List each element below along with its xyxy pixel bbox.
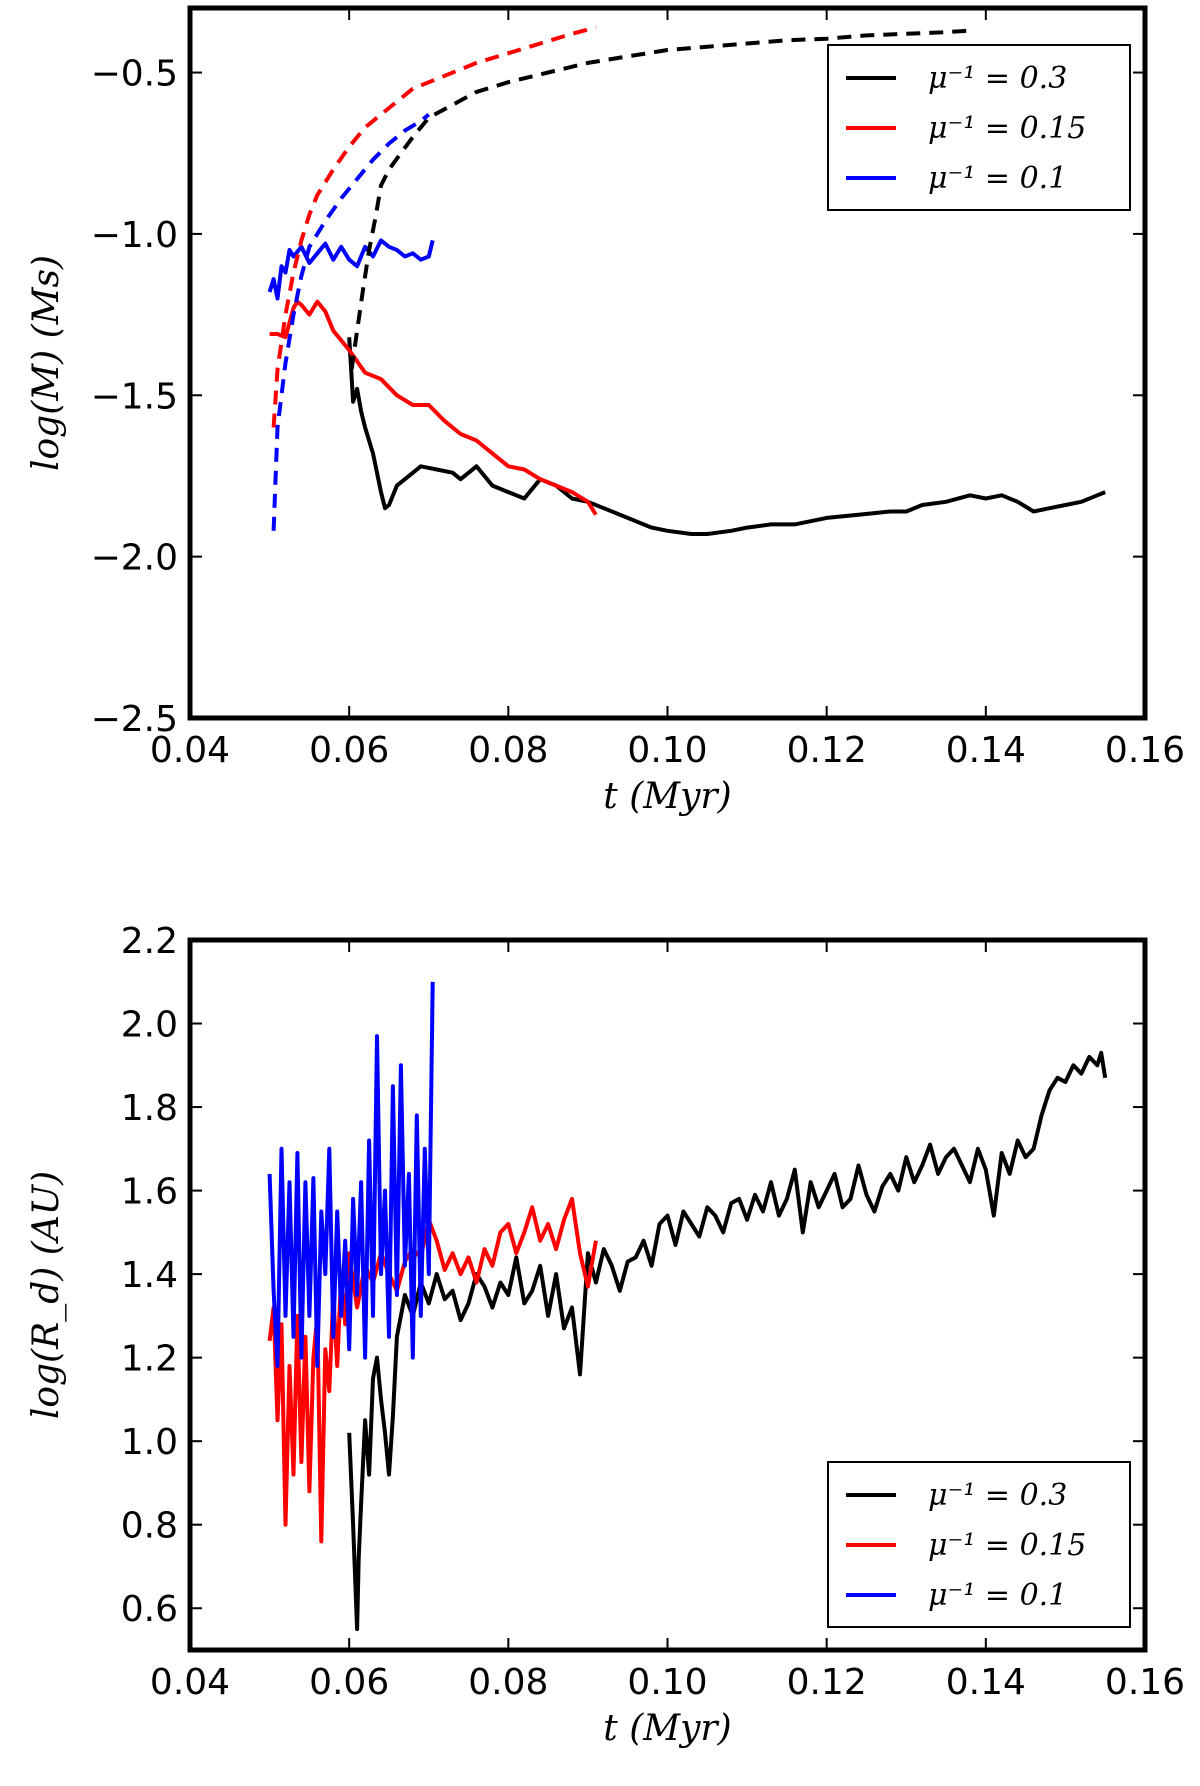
series-line-2	[267, 238, 435, 301]
legend-label: μ⁻¹ = 0.3	[928, 1478, 1067, 1513]
y-tick-label: −0.5	[91, 54, 178, 95]
top-y-axis-label: log(M) (Ms)	[26, 255, 67, 471]
y-tick-label: 1.8	[121, 1088, 178, 1129]
top-x-axis-label: t (Myr)	[603, 776, 731, 817]
series-line-dashed-3	[349, 28, 971, 370]
legend-label: μ⁻¹ = 0.3	[928, 61, 1067, 96]
x-tick-label: 0.10	[627, 730, 707, 771]
legend-label: μ⁻¹ = 0.15	[928, 1528, 1086, 1563]
series-line-0	[347, 337, 1106, 536]
x-tick-label: 0.12	[787, 1662, 867, 1703]
x-tick-label: 0.14	[946, 1662, 1026, 1703]
y-tick-label: 1.4	[121, 1255, 178, 1296]
x-tick-label: 0.16	[1105, 1662, 1185, 1703]
bottom-series-group	[267, 981, 1108, 1632]
top-legend: μ⁻¹ = 0.3 μ⁻¹ = 0.15 μ⁻¹ = 0.1	[827, 44, 1131, 211]
series-line-dashed-4	[271, 25, 597, 428]
top-series-group	[267, 25, 1106, 536]
legend-label: μ⁻¹ = 0.15	[928, 111, 1086, 146]
bottom-x-axis-label: t (Myr)	[603, 1708, 731, 1749]
top-ticks-group: 0.04 0.06 0.08 0.10 0.12 0.14 0.16 −2.5 −2.0 −1.5…	[91, 8, 1185, 771]
top-panel: 0.04 0.06 0.08 0.10 0.12 0.14 0.16 −2.5 −2.0 −1.5…	[26, 5, 1185, 817]
series-line-0	[347, 1050, 1108, 1632]
x-tick-label: 0.14	[946, 730, 1026, 771]
x-tick-label: 0.08	[468, 730, 548, 771]
y-tick-label: 2.0	[121, 1005, 178, 1046]
y-tick-label: 1.6	[121, 1172, 178, 1213]
bottom-y-axis-label: log(R_d) (AU)	[26, 1171, 67, 1419]
legend-label: μ⁻¹ = 0.1	[928, 1578, 1067, 1613]
bottom-legend: μ⁻¹ = 0.3 μ⁻¹ = 0.15 μ⁻¹ = 0.1	[827, 1461, 1131, 1628]
x-tick-label: 0.08	[468, 1662, 548, 1703]
legend-label: μ⁻¹ = 0.1	[928, 161, 1067, 196]
y-tick-label: 2.2	[121, 921, 178, 962]
y-tick-label: −2.5	[91, 699, 178, 740]
y-tick-label: −1.0	[91, 215, 178, 256]
series-line-1	[269, 299, 598, 516]
x-tick-label: 0.16	[1105, 730, 1185, 771]
bottom-plot-frame	[187, 937, 1148, 1653]
x-tick-label: 0.06	[309, 1662, 389, 1703]
x-tick-label: 0.04	[150, 730, 230, 771]
series-line-dashed-5	[271, 112, 431, 531]
series-line-1	[267, 1196, 598, 1544]
y-tick-label: 0.8	[121, 1506, 178, 1547]
y-tick-label: 1.0	[121, 1422, 178, 1463]
x-tick-label: 0.12	[787, 730, 867, 771]
x-tick-label: 0.04	[150, 1662, 230, 1703]
y-tick-label: −2.0	[91, 538, 178, 579]
x-tick-label: 0.06	[309, 730, 389, 771]
bottom-panel: 0.04 0.06 0.08 0.10 0.12 0.14 0.16 0.6 0.8 1.0 1.2…	[26, 921, 1185, 1749]
x-tick-label: 0.10	[627, 1662, 707, 1703]
y-tick-label: −1.5	[91, 376, 178, 417]
top-plot-frame	[187, 5, 1148, 721]
y-tick-label: 1.2	[121, 1339, 178, 1380]
series-line-2	[267, 981, 435, 1368]
y-tick-label: 0.6	[121, 1589, 178, 1630]
